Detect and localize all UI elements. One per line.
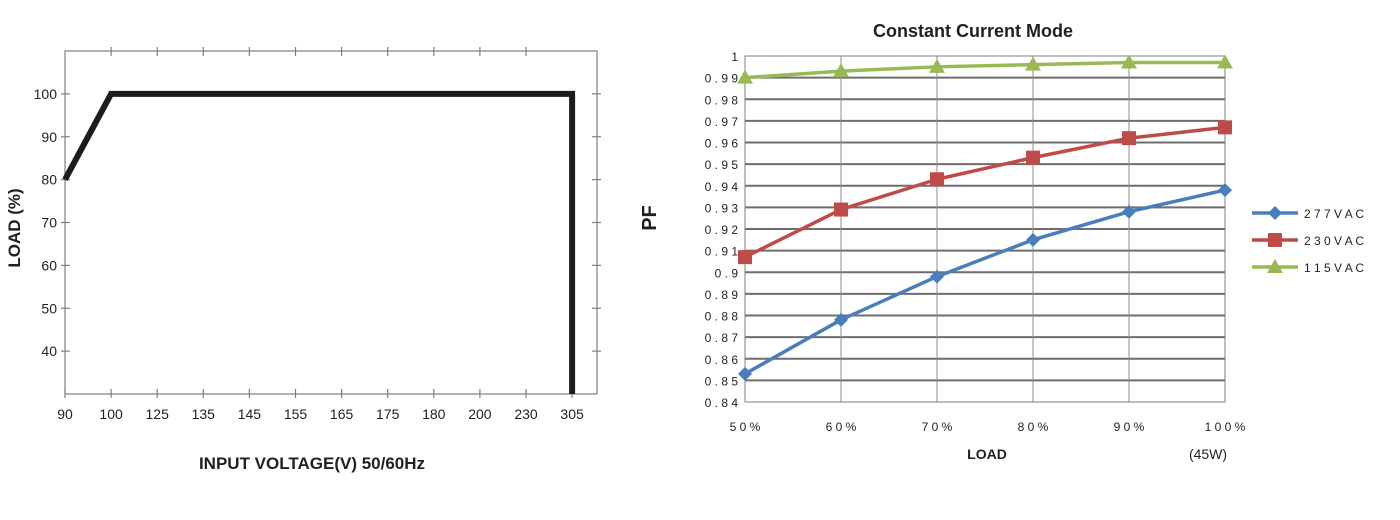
pf-x-axis-note: (45W) [1189,446,1227,462]
derating-x-tick-label: 90 [57,406,73,422]
pf-y-tick-label: 1 [731,50,738,64]
pf-series-point-0 [834,312,848,327]
pf-y-tick-label: 0 . 9 8 [705,93,739,107]
pf-series-point-2 [1217,54,1233,69]
pf-y-axis-label: PF [639,205,661,231]
pf-series-point-1 [930,172,944,187]
derating-line-group [62,90,576,394]
pf-x-tick-label: 9 0 % [1114,420,1145,434]
derating-y-tick-label: 80 [41,172,57,188]
derating-y-tick-label: 60 [41,257,57,273]
pf-legend-label-0: 2 7 7 V A C [1304,207,1364,221]
pf-series-point-1 [1218,120,1232,135]
derating-x-tick-label: 155 [284,406,308,422]
pf-x-ticks: 5 0 % 6 0 % 7 0 % 8 0 % 9 0 % 1 0 0 % [730,420,1246,434]
pf-series-point-0 [1218,183,1232,198]
pf-y-tick-label: 0 . 8 4 [705,396,739,410]
derating-x-tick-label: 135 [192,406,216,422]
pf-x-tick-label: 1 0 0 % [1205,420,1246,434]
derating-x-tick-label: 200 [468,406,492,422]
pf-y-tick-label: 0 . 9 5 [705,158,739,172]
pf-x-axis-label: LOAD [967,446,1007,462]
pf-y-tick-label: 0 . 9 [715,266,739,280]
derating-y-tick-label: 100 [34,86,58,102]
pf-y-tick-label: 0 . 9 4 [705,180,739,194]
pf-legend: 2 7 7 V A C 2 3 0 V A C 1 1 5 V A C [1252,206,1364,275]
derating-x-axis-label: INPUT VOLTAGE(V) 50/60Hz [199,454,425,473]
derating-x-tick-label: 165 [330,406,354,422]
pf-legend-label-2: 1 1 5 V A C [1304,261,1364,275]
pf-series-point-0 [738,366,752,381]
pf-y-tick-label: 0 . 8 8 [705,310,739,324]
pf-series-point-2 [737,69,753,84]
derating-x-tick-label: 145 [238,406,262,422]
pf-y-tick-label: 0 . 8 7 [705,331,739,345]
pf-x-tick-label: 6 0 % [826,420,857,434]
derating-y-tick-label: 90 [41,129,57,145]
pf-legend-marker-2 [1267,259,1283,273]
pf-series-line-0 [744,188,1226,376]
derating-x-tick-label: 305 [560,406,584,422]
derating-x-tick-label: 230 [514,406,538,422]
derating-x-tick-label: 180 [422,406,446,422]
derating-chart: 40 50 60 70 80 90 100 90 100 125 135 145 155 165 175 1… [5,47,601,473]
pf-y-tick-label: 0 . 9 3 [705,201,739,215]
pf-y-tick-label: 0 . 8 5 [705,374,739,388]
pf-y-tick-label: 0 . 8 9 [705,288,739,302]
pf-y-tick-label: 0 . 9 7 [705,115,739,129]
pf-series-point-2 [833,63,849,78]
pf-chart-title: Constant Current Mode [873,21,1073,41]
derating-y-ticks: 40 50 60 70 80 90 100 [34,86,601,359]
pf-y-tick-label: 0 . 9 2 [705,223,739,237]
pf-series-group [737,54,1233,381]
pf-series-point-2 [929,58,945,73]
pf-series-point-0 [930,269,944,284]
pf-y-tick-label: 0 . 9 1 [705,245,739,259]
pf-series-point-0 [1026,232,1040,247]
pf-series-point-2 [1025,56,1041,71]
derating-x-tick-label: 125 [146,406,170,422]
pf-legend-marker-0 [1268,206,1282,220]
derating-y-axis-label: LOAD (%) [5,188,24,267]
pf-gridlines [745,56,1225,402]
pf-series-point-1 [1122,131,1136,146]
pf-x-tick-label: 5 0 % [730,420,761,434]
derating-x-ticks: 90 100 125 135 145 155 165 175 180 200 230 305 [57,47,584,422]
derating-y-tick-label: 40 [41,343,57,359]
pf-series-point-1 [738,250,752,265]
pf-series-line-1 [744,125,1226,259]
derating-y-tick-label: 50 [41,300,57,316]
pf-chart: Constant Current Mode 0 . 8 40 . 8 50 . … [639,21,1364,462]
pf-series-point-1 [834,202,848,217]
derating-plot-frame [64,50,598,395]
pf-y-tick-label: 0 . 9 9 [705,72,739,86]
pf-x-tick-label: 7 0 % [922,420,953,434]
derating-series-line [62,90,576,394]
pf-x-tick-label: 8 0 % [1018,420,1049,434]
pf-series-point-2 [1121,54,1137,69]
derating-x-tick-label: 175 [376,406,400,422]
derating-y-tick-label: 70 [41,215,57,231]
pf-series-point-1 [1026,150,1040,165]
pf-y-tick-label: 0 . 9 6 [705,137,739,151]
pf-legend-label-1: 2 3 0 V A C [1304,234,1364,248]
derating-x-tick-label: 100 [99,406,123,422]
pf-legend-marker-1 [1268,233,1282,247]
pf-y-tick-label: 0 . 8 6 [705,353,739,367]
pf-y-ticks: 0 . 8 4 0 . 8 5 0 . 8 6 0 . 8 7 0 . 8 8 0 . 8… [705,50,739,410]
pf-series-line-2 [744,60,1225,80]
pf-series-point-0 [1122,204,1136,219]
